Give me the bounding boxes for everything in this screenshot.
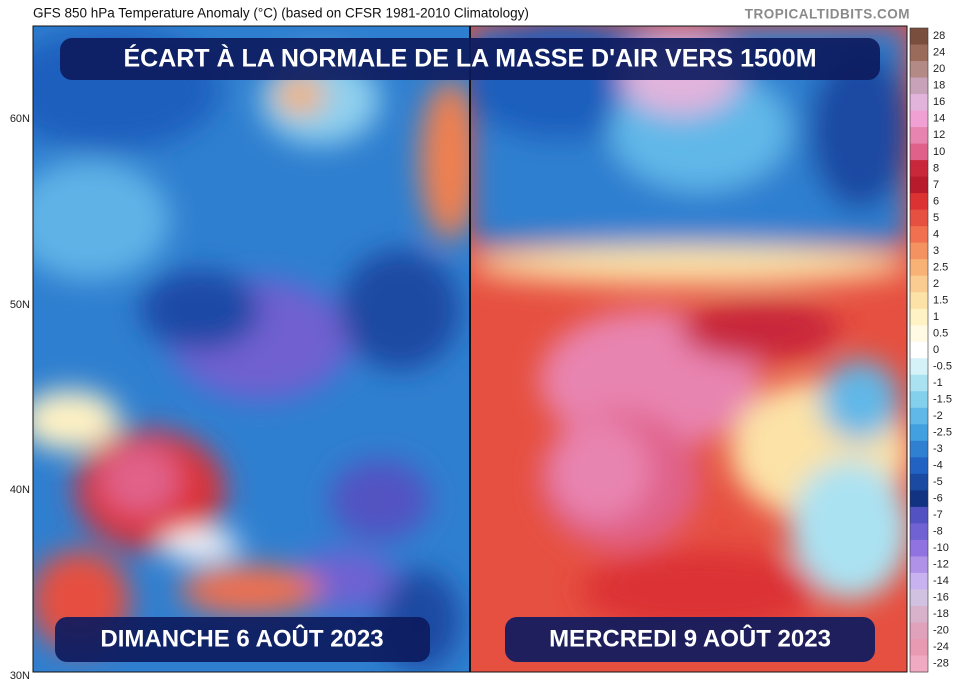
colorbar-label: 18 — [933, 80, 945, 92]
colorbar-cell — [910, 325, 928, 343]
latitude-label: 40N — [10, 484, 30, 496]
colorbar-label: -4 — [933, 459, 943, 471]
colorbar-label: 7 — [933, 179, 939, 191]
map-frame — [32, 25, 908, 673]
source-credit: TROPICALTIDBITS.COM — [745, 7, 910, 22]
colorbar-cell — [910, 341, 928, 359]
colorbar-label: 2.5 — [933, 261, 948, 273]
colorbar-label: -10 — [933, 542, 949, 554]
colorbar-label: 1 — [933, 311, 939, 323]
colorbar-label: 24 — [933, 47, 945, 59]
latitude-label: 50N — [10, 299, 30, 311]
colorbar-cell — [910, 523, 928, 541]
colorbar-cell — [910, 127, 928, 145]
banner-box — [60, 38, 880, 80]
colorbar-cell — [910, 110, 928, 128]
colorbar-label: 8 — [933, 162, 939, 174]
colorbar-cell — [910, 407, 928, 425]
colorbar-cell — [910, 160, 928, 178]
colorbar-label: 3 — [933, 245, 939, 257]
colorbar-cell — [910, 259, 928, 277]
colorbar-cell — [910, 77, 928, 95]
colorbar-cell — [910, 440, 928, 458]
colorbar-cell — [910, 226, 928, 244]
colorbar-label: 0 — [933, 344, 939, 356]
date-box — [55, 617, 430, 662]
colorbar-label: 20 — [933, 63, 945, 75]
colorbar-label: -8 — [933, 526, 943, 538]
colorbar-cell — [910, 28, 928, 46]
colorbar-label: -2 — [933, 410, 943, 422]
colorbar-frame — [909, 27, 929, 673]
colorbar-cell — [910, 424, 928, 442]
colorbar-cell — [910, 275, 928, 293]
colorbar-label: 28 — [933, 30, 945, 42]
colorbar-cell — [910, 143, 928, 161]
colorbar-cell — [910, 638, 928, 656]
colorbar-cell — [910, 292, 928, 310]
colorbar-label: 6 — [933, 195, 939, 207]
latitude-label: 60N — [10, 113, 30, 125]
colorbar-label: -0.5 — [933, 360, 952, 372]
colorbar-label: -3 — [933, 443, 943, 455]
latitude-label: 30N — [10, 670, 30, 682]
colorbar-cell — [910, 572, 928, 590]
latitude-axis: 60N 50N 40N 30N — [10, 113, 30, 682]
colorbar-cell — [910, 308, 928, 326]
panel-date: MERCREDI 9 AOÛT 2023 — [549, 624, 831, 652]
colorbar-cell — [910, 391, 928, 409]
colorbar-label: 1.5 — [933, 294, 948, 306]
colorbar-label: 16 — [933, 96, 945, 108]
colorbar-cell — [910, 374, 928, 392]
colorbar-label: 0.5 — [933, 327, 948, 339]
colorbar-label: -18 — [933, 608, 949, 620]
colorbar-label: -14 — [933, 575, 949, 587]
colorbar-label: 14 — [933, 113, 945, 125]
colorbar-label: -12 — [933, 559, 949, 571]
colorbar-cell — [910, 490, 928, 508]
colorbar-cell — [910, 193, 928, 211]
colorbar-cell — [910, 473, 928, 491]
colorbar-label: -2.5 — [933, 426, 952, 438]
colorbar-cell — [910, 176, 928, 194]
colorbar-cell — [910, 655, 928, 673]
colorbar-cell — [910, 506, 928, 524]
colorbar-label: -1.5 — [933, 393, 952, 405]
colorbar-cell — [910, 61, 928, 79]
colorbar-cell — [910, 539, 928, 557]
colorbar-cell — [910, 242, 928, 260]
colorbar-label: -28 — [933, 658, 949, 670]
colorbar-label: -7 — [933, 509, 943, 521]
colorbar-label: 5 — [933, 212, 939, 224]
colorbar-cell — [910, 605, 928, 623]
colorbar-label: 2 — [933, 278, 939, 290]
colorbar-label: -20 — [933, 625, 949, 637]
colorbar-cell — [910, 457, 928, 475]
colorbar: 28 24 20 18 16 14 12 10 8 7 6 5 4 3 2.5 2 1.5 1 0.5 0 -0.5 -1… — [909, 27, 952, 673]
colorbar-cell — [910, 209, 928, 227]
right-map — [471, 26, 907, 672]
banner: ÉCART À LA NORMALE DE LA MASSE D'AIR VER… — [123, 44, 816, 73]
colorbar-cell — [910, 358, 928, 376]
colorbar-label: 10 — [933, 146, 945, 158]
colorbar-label: 12 — [933, 129, 945, 141]
colorbar-cell — [910, 94, 928, 112]
colorbar-label: -1 — [933, 377, 943, 389]
colorbar-label: -24 — [933, 641, 949, 653]
colorbar-cell — [910, 556, 928, 574]
colorbar-label: -5 — [933, 476, 943, 488]
panel-date: DIMANCHE 6 AOÛT 2023 — [100, 624, 383, 652]
map-title: GFS 850 hPa Temperature Anomaly (°C) (ba… — [33, 6, 529, 21]
colorbar-cell — [910, 589, 928, 607]
colorbar-label: 4 — [933, 228, 939, 240]
date-box — [505, 617, 875, 662]
left-map — [33, 26, 469, 672]
colorbar-cell — [910, 44, 928, 62]
colorbar-label: -16 — [933, 592, 949, 604]
colorbar-label: -6 — [933, 493, 943, 505]
colorbar-cell — [910, 622, 928, 640]
